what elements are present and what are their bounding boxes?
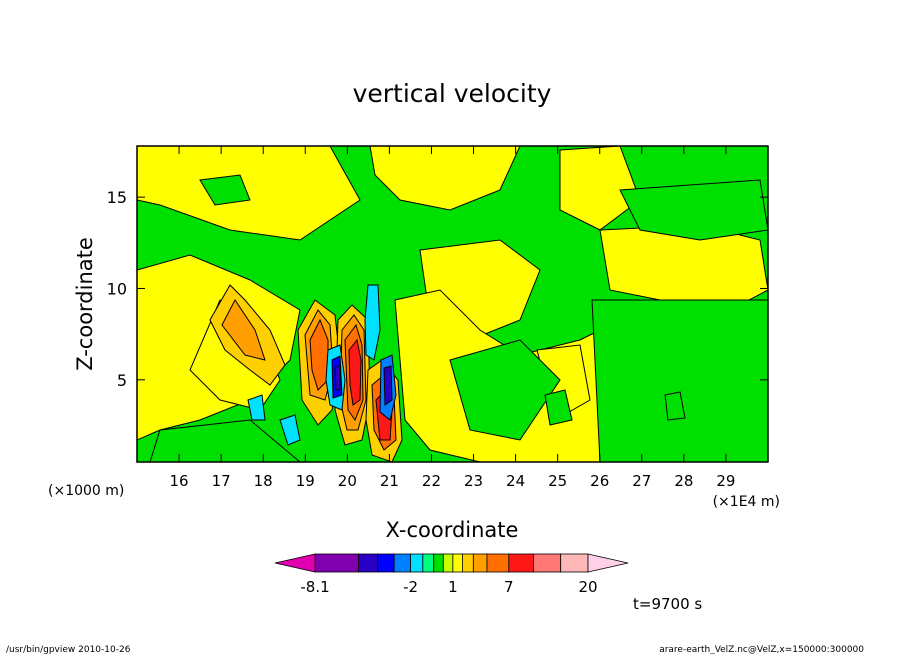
colorbar-bin [358, 553, 379, 573]
colorbar [274, 553, 629, 573]
x-tick-label: 18 [254, 472, 273, 490]
colorbar-bin [508, 553, 534, 573]
negative-patches [149, 174, 768, 462]
colorbar-bin [533, 553, 562, 573]
colorbar-label: -2 [403, 578, 418, 596]
x-axis-label: X-coordinate [386, 518, 519, 542]
colorbar-over-arrow [587, 553, 629, 573]
colorbar-label: 1 [448, 578, 458, 596]
x-tick-label: 16 [170, 472, 189, 490]
colorbar-label: 7 [504, 578, 514, 596]
colorbar-bin [393, 553, 411, 573]
y-tick-label: 10 [107, 279, 127, 298]
y-axis-ticks: 5 10 15 [107, 188, 768, 390]
colorbar-bin [314, 553, 360, 573]
x-tick-label: 29 [716, 472, 735, 490]
x-tick-label: 21 [380, 472, 399, 490]
colorbar-bin [433, 553, 444, 573]
x-axis-ticks: 16 17 18 19 20 21 22 23 24 25 26 27 28 29 [170, 146, 735, 490]
x-tick-label: 27 [632, 472, 651, 490]
colorbar-bin [486, 553, 510, 573]
colorbar-bin [452, 553, 463, 573]
x-tick-label: 20 [338, 472, 357, 490]
colorbar-bin [377, 553, 395, 573]
colorbar-labels: -8.1 -2 1 7 20 [300, 578, 597, 596]
x-tick-label: 17 [212, 472, 231, 490]
x-tick-label: 26 [590, 472, 609, 490]
time-label: t=9700 s [633, 595, 702, 613]
footer-right: arare-earth_VelZ.nc@VelZ,x=150000:300000 [659, 645, 864, 654]
x-tick-label: 28 [674, 472, 693, 490]
colorbar-bin [472, 553, 488, 573]
x-tick-label: 24 [506, 472, 525, 490]
y-tick-label: 5 [117, 371, 127, 390]
cold-core [247, 284, 397, 446]
plot-area [137, 146, 768, 462]
colorbar-label: 20 [578, 578, 597, 596]
x-tick-label: 25 [548, 472, 567, 490]
warm-core [209, 284, 403, 462]
colorbar-bin [462, 553, 474, 573]
colorbar-under-arrow [274, 553, 316, 573]
colorbar-label: -8.1 [300, 578, 329, 596]
x-tick-label: 22 [422, 472, 441, 490]
plot-frame [136, 145, 769, 463]
colorbar-bin [442, 553, 454, 573]
colorbar-bin [410, 553, 424, 573]
x-unit-left: (×1000 m) [48, 483, 124, 499]
y-tick-label: 15 [107, 188, 127, 207]
colorbar-bin [560, 553, 589, 573]
footer-left: /usr/bin/gpview 2010-10-26 [6, 645, 131, 654]
x-unit-right: (×1E4 m) [713, 494, 780, 510]
x-tick-label: 23 [464, 472, 483, 490]
y-axis-label: Z-coordinate [73, 237, 97, 371]
x-tick-label: 19 [296, 472, 315, 490]
chart-title: vertical velocity [353, 79, 552, 108]
colorbar-bin [422, 553, 435, 573]
